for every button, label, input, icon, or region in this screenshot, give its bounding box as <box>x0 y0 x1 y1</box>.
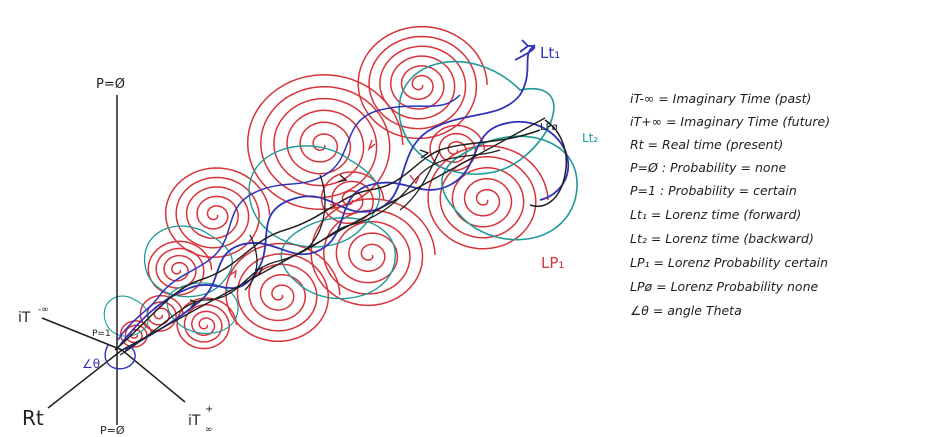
legend-line-4: P=Ø : Probability = none <box>630 160 786 175</box>
legend-line-1: iT-∞ = Imaginary Time (past) <box>630 91 811 106</box>
angle-theta-arc <box>104 344 136 370</box>
legend-line-6: Lt₁ = Lorenz time (forward) <box>630 207 801 222</box>
legend-line-10: ∠θ = angle Theta <box>630 303 742 318</box>
angle-theta-label: ∠θ <box>82 357 100 371</box>
black-lorenz-curve-1 <box>114 129 541 351</box>
blue-lt1-arrow <box>514 39 536 61</box>
imag-future-label: iT <box>188 413 201 429</box>
legend-line-7: Lt₂ = Lorenz time (backward) <box>630 231 814 246</box>
teal-lobe-2 <box>441 135 578 241</box>
red-spiral-clusters <box>119 25 549 350</box>
black-lp0-hook <box>529 119 567 207</box>
imag-past-sub: -∞ <box>38 305 49 315</box>
legend-line-5: P=1 : Probability = certain <box>630 183 797 198</box>
imag-future-sub: ∞ <box>205 425 213 435</box>
lt2-label: Lt₂ <box>582 131 598 145</box>
legend-line-3: Rt = Real time (present) <box>630 137 783 152</box>
teal-lobe-1 <box>398 60 555 175</box>
p-bottom-label: P=Ø <box>100 424 125 437</box>
real-time-axis-line <box>47 349 123 409</box>
red-spiral-8 <box>176 297 238 350</box>
black-lorenz-curve-3 <box>244 149 441 291</box>
imag-past-label: iT <box>18 310 31 326</box>
blue-lorenz-curve-2 <box>124 120 570 351</box>
lp0-label: LPø <box>540 122 558 133</box>
legend-line-9: LPø = Lorenz Probability none <box>630 279 819 294</box>
teal-lobe-7 <box>103 295 149 337</box>
imag-past-axis-line <box>41 317 123 351</box>
teal-lobe-5 <box>144 225 233 298</box>
lp1-label: LP₁ <box>541 254 564 272</box>
red-spiral-6 <box>427 145 549 250</box>
p-top-label: P=Ø <box>96 77 125 92</box>
teal-lorenz-curves <box>103 60 578 337</box>
legend-line-8: LP₁ = Lorenz Probability certain <box>630 255 828 270</box>
red-spiral-12 <box>429 124 486 172</box>
blue-lorenz-curves <box>117 39 570 351</box>
red-spiral-7 <box>147 240 213 296</box>
imag-future-axis-line <box>121 349 186 403</box>
blue-lorenz-curve-1 <box>119 44 536 346</box>
main-diagonal-axis <box>121 117 546 351</box>
legend: iT-∞ = Imaginary Time (past) iT+∞ = Imag… <box>630 91 830 318</box>
real-time-label: Rt <box>22 406 44 430</box>
red-spiral-3 <box>310 198 436 307</box>
legend-line-2: iT+∞ = Imaginary Time (future) <box>630 114 830 129</box>
red-spiral-2 <box>246 74 404 210</box>
red-spiral-4 <box>164 167 271 259</box>
red-spiral-5 <box>225 242 341 343</box>
blue-lorenz-curve-3 <box>117 94 461 341</box>
axis-labels: P=Ø P=Ø iT -∞ iT + ∞ Rt P=1 ∠θ Lt₁ Lt₂ L… <box>18 44 598 437</box>
lt1-label: Lt₁ <box>540 44 560 62</box>
origin-p1-label: P=1 <box>92 329 111 339</box>
red-arrow-marks <box>229 139 421 279</box>
red-spiral-1 <box>357 25 488 140</box>
imag-future-sup: + <box>205 404 213 415</box>
black-arrow-marks <box>189 149 430 308</box>
axes-group <box>41 95 546 425</box>
teal-lobe-6 <box>166 282 239 334</box>
teal-lobe-3 <box>248 145 381 248</box>
